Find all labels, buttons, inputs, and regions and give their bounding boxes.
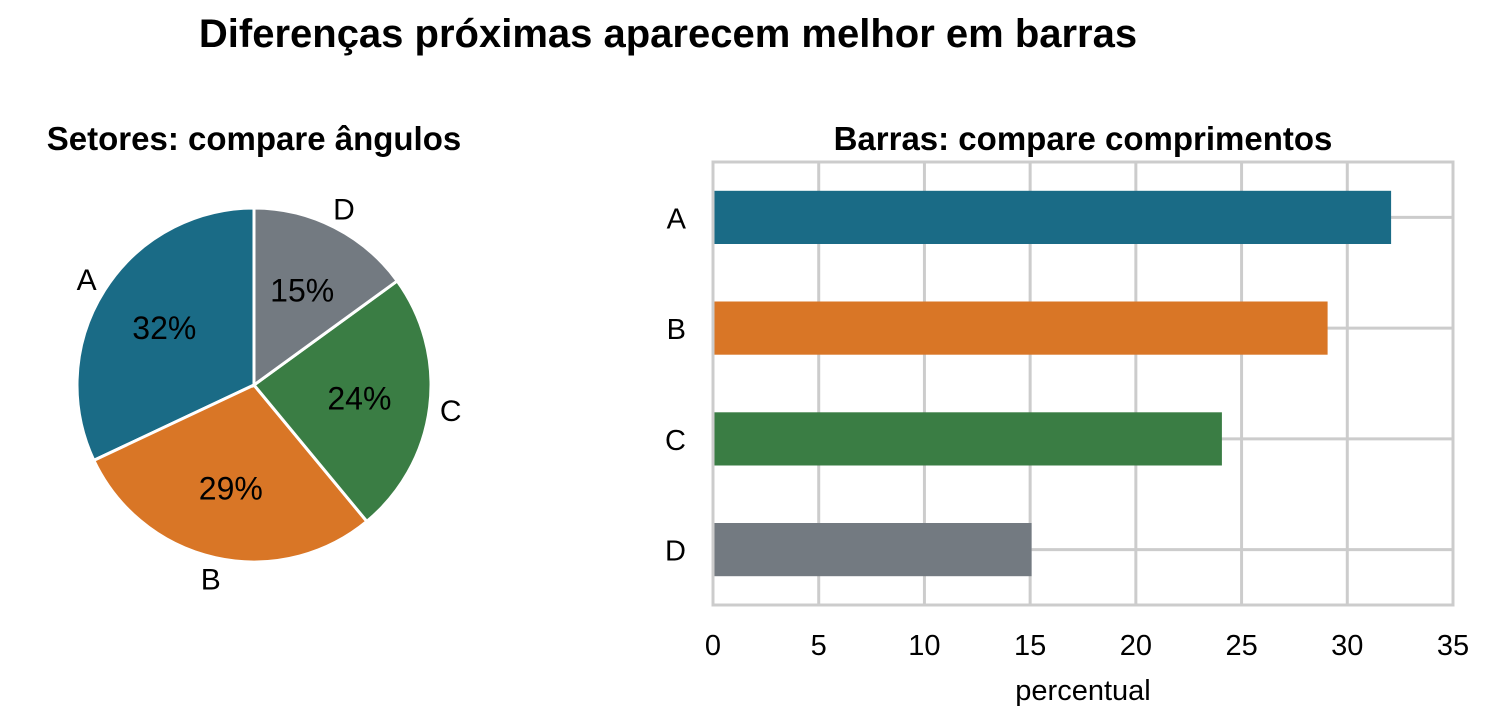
pie-slices [75, 206, 433, 564]
pie-category-label-a: A [77, 264, 97, 297]
x-tick-label: 25 [1225, 630, 1257, 662]
bar-chart-title: Barras: compare comprimentos [834, 120, 1333, 157]
bar-c [714, 412, 1222, 466]
pie-slice-c [251, 278, 433, 524]
y-axis-ticks: A B C D [665, 203, 687, 567]
pie-pct-label-b: 29% [199, 471, 263, 507]
figure-title: Diferenças próximas aparecem melhor em b… [199, 12, 1137, 56]
pie-category-label-c: C [440, 395, 462, 428]
x-tick-label: 20 [1120, 630, 1152, 662]
bar-d [714, 523, 1032, 577]
pie-pct-label-c: 24% [327, 380, 391, 416]
pie-slice-d [252, 206, 400, 388]
bar-b [714, 301, 1328, 355]
x-tick-label: 30 [1331, 630, 1363, 662]
x-tick-label: 35 [1437, 630, 1469, 662]
plot-frame [711, 160, 1455, 607]
pie-chart: Setores: compare ângulos 32% A 29% B 24% C 15%… [47, 120, 462, 597]
bar-a [714, 190, 1392, 244]
bar-chart: Barras: compare comprimentos 0 5 10 15 20 25 3… [665, 120, 1469, 707]
x-tick-label: 15 [1014, 630, 1046, 662]
y-tick-label-b: B [667, 314, 686, 346]
pie-labels: 32% A 29% B 24% C 15% D [77, 193, 462, 596]
x-tick-label: 0 [705, 630, 721, 662]
x-axis-ticks: 0 5 10 15 20 25 30 35 [705, 630, 1469, 662]
pie-slice-b [91, 383, 369, 564]
pie-slice-a [75, 206, 256, 463]
x-axis-label: percentual [1015, 675, 1150, 707]
x-tick-label: 10 [908, 630, 940, 662]
y-tick-label-d: D [665, 536, 686, 568]
y-tick-label-c: C [665, 425, 686, 457]
x-tick-label: 5 [811, 630, 827, 662]
bar-bars [714, 190, 1392, 577]
pie-pct-label-d: 15% [270, 272, 334, 308]
pie-pct-label-a: 32% [132, 310, 196, 346]
pie-category-label-d: D [333, 193, 355, 226]
y-tick-label-a: A [667, 203, 687, 235]
pie-category-label-b: B [201, 564, 221, 597]
pie-chart-title: Setores: compare ângulos [47, 120, 461, 157]
